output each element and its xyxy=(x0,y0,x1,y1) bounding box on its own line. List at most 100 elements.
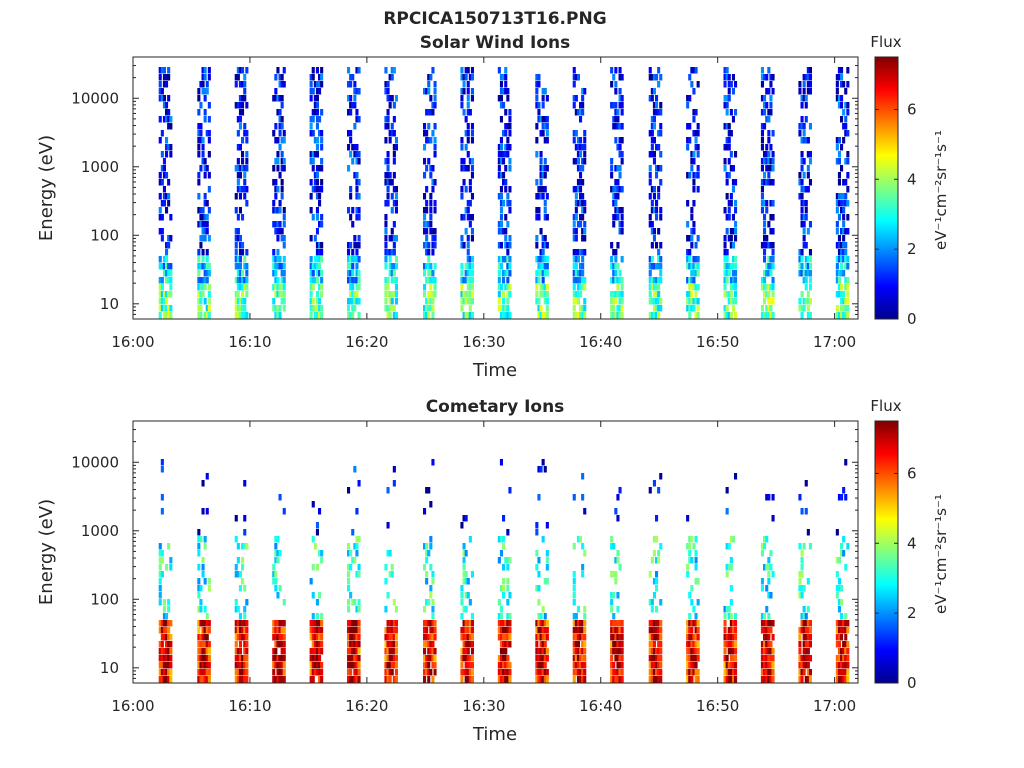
heatmap-cell xyxy=(508,662,512,669)
heatmap-cell xyxy=(236,186,240,193)
heatmap-cell xyxy=(840,249,844,256)
heatmap-cell xyxy=(688,648,692,655)
heatmap-cell xyxy=(499,193,503,200)
heatmap-cell xyxy=(315,249,319,256)
heatmap-cell xyxy=(318,116,322,123)
heatmap-cell xyxy=(655,263,659,270)
heatmap-cell xyxy=(234,81,238,88)
heatmap-cell xyxy=(657,634,661,641)
heatmap-cell xyxy=(234,193,238,200)
heatmap-cell xyxy=(390,95,394,102)
heatmap-cell xyxy=(499,613,503,620)
heatmap-cell xyxy=(243,130,247,137)
heatmap-cell xyxy=(686,305,690,312)
heatmap-cell xyxy=(160,459,164,466)
heatmap-cell xyxy=(315,214,319,221)
heatmap-cell xyxy=(234,165,238,172)
heatmap-cell xyxy=(162,74,166,81)
heatmap-cell xyxy=(207,305,211,312)
heatmap-cell xyxy=(690,676,694,683)
heatmap-cell xyxy=(274,186,278,193)
heatmap-cell xyxy=(846,263,850,270)
heatmap-cell xyxy=(842,312,846,319)
heatmap-cell xyxy=(729,613,733,620)
heatmap-cell xyxy=(470,263,474,270)
heatmap-cell xyxy=(497,67,501,74)
heatmap-cell xyxy=(320,620,324,627)
heatmap-cell xyxy=(731,242,735,249)
heatmap-cell xyxy=(470,298,474,305)
heatmap-cell xyxy=(840,312,844,319)
heatmap-cell xyxy=(541,641,545,648)
heatmap-cell xyxy=(696,620,700,627)
heatmap-cell xyxy=(466,95,470,102)
heatmap-cell xyxy=(169,655,173,662)
heatmap-cell xyxy=(618,123,622,130)
heatmap-cell xyxy=(429,634,433,641)
heatmap-cell xyxy=(234,515,238,522)
heatmap-cell xyxy=(460,305,464,312)
heatmap-cell xyxy=(696,648,700,655)
heatmap-cell xyxy=(648,130,652,137)
heatmap-cell xyxy=(659,151,663,158)
heatmap-cell xyxy=(769,564,773,571)
heatmap-cell xyxy=(280,270,284,277)
heatmap-cell xyxy=(840,263,844,270)
heatmap-cell xyxy=(464,291,468,298)
heatmap-cell xyxy=(581,165,585,172)
heatmap-cell xyxy=(280,102,284,109)
heatmap-cell xyxy=(655,571,659,578)
heatmap-cell xyxy=(543,116,547,123)
heatmap-cell xyxy=(234,291,238,298)
heatmap-cell xyxy=(696,172,700,179)
heatmap-cell xyxy=(199,585,203,592)
heatmap-cell xyxy=(162,256,166,263)
heatmap-cell xyxy=(574,193,578,200)
heatmap-cell xyxy=(800,564,804,571)
heatmap-cell xyxy=(468,179,472,186)
heatmap-cell xyxy=(769,165,773,172)
heatmap-cell xyxy=(506,200,510,207)
heatmap-cell xyxy=(388,669,392,676)
heatmap-cell xyxy=(470,620,474,627)
heatmap-cell xyxy=(165,312,169,319)
heatmap-cell xyxy=(236,312,240,319)
heatmap-cell xyxy=(690,151,694,158)
heatmap-cell xyxy=(394,263,398,270)
heatmap-cell xyxy=(765,634,769,641)
heatmap-cell xyxy=(650,144,654,151)
heatmap-cell xyxy=(535,88,539,95)
heatmap-cell xyxy=(388,95,392,102)
heatmap-cell xyxy=(837,151,841,158)
heatmap-cell xyxy=(616,277,620,284)
heatmap-cell xyxy=(539,270,543,277)
heatmap-cell xyxy=(692,179,696,186)
heatmap-cell xyxy=(309,263,313,270)
heatmap-cell xyxy=(844,298,848,305)
heatmap-cell xyxy=(197,585,201,592)
heatmap-cell xyxy=(696,123,700,130)
heatmap-cell xyxy=(846,214,850,221)
heatmap-cell xyxy=(425,228,429,235)
heatmap-cell xyxy=(508,487,512,494)
heatmap-cell xyxy=(234,235,238,242)
heatmap-cell xyxy=(313,235,317,242)
heatmap-cell xyxy=(504,228,508,235)
heatmap-cell xyxy=(238,277,242,284)
heatmap-cell xyxy=(765,242,769,249)
heatmap-cell xyxy=(392,277,396,284)
heatmap-cell xyxy=(616,606,620,613)
heatmap-cell xyxy=(614,249,618,256)
heatmap-cell xyxy=(652,137,656,144)
heatmap-cell xyxy=(725,487,729,494)
heatmap-cell xyxy=(394,137,398,144)
heatmap-cell xyxy=(499,655,503,662)
heatmap-cell xyxy=(798,578,802,585)
heatmap-cell xyxy=(657,487,661,494)
heatmap-cell xyxy=(236,606,240,613)
heatmap-cell xyxy=(731,655,735,662)
heatmap-cell xyxy=(806,627,810,634)
heatmap-cell xyxy=(690,228,694,235)
heatmap-cell xyxy=(837,179,841,186)
heatmap-cell xyxy=(686,144,690,151)
